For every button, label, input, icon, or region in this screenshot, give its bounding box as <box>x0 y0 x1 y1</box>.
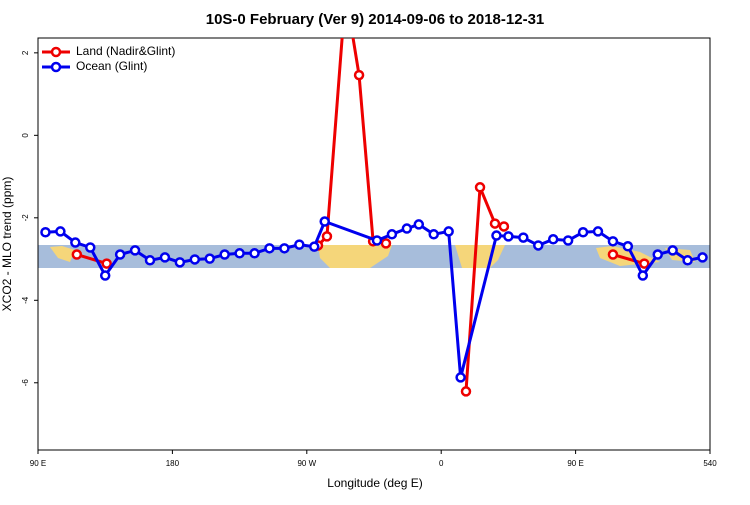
point <box>71 249 83 260</box>
point <box>174 257 186 268</box>
point <box>607 236 619 247</box>
point <box>249 248 260 259</box>
point <box>353 69 365 81</box>
point <box>533 240 544 251</box>
point <box>321 231 333 242</box>
x-tick-label: 90 W <box>297 459 316 468</box>
x-tick-label: 180 <box>166 459 180 468</box>
point <box>503 231 514 242</box>
y-tick-label: -6 <box>21 379 30 387</box>
series-line <box>76 38 645 392</box>
x-tick-label: 540 <box>703 459 717 468</box>
point <box>319 216 330 227</box>
legend-marker <box>50 46 62 58</box>
point <box>562 235 574 246</box>
point <box>547 234 559 245</box>
point <box>622 241 634 252</box>
legend-marker <box>50 61 62 73</box>
point <box>428 229 439 240</box>
point <box>652 249 663 260</box>
point <box>518 232 529 243</box>
point <box>279 243 290 254</box>
point <box>159 252 171 263</box>
x-axis-label: Longitude (deg E) <box>327 476 422 490</box>
point <box>129 245 141 256</box>
point <box>189 254 201 265</box>
legend-label: Ocean (Glint) <box>76 59 147 73</box>
point <box>40 226 51 238</box>
point <box>474 182 486 193</box>
point <box>697 252 708 263</box>
point <box>101 258 112 269</box>
point <box>85 242 96 253</box>
point <box>607 249 619 260</box>
y-tick-label: 0 <box>21 133 30 138</box>
point <box>682 255 693 266</box>
point <box>114 249 126 260</box>
y-tick-label: 2 <box>21 50 30 55</box>
point <box>371 235 383 246</box>
point <box>386 229 398 240</box>
point <box>639 258 650 269</box>
legend-label: Land (Nadir&Glint) <box>76 44 175 58</box>
point <box>455 372 466 383</box>
point <box>55 226 66 237</box>
point <box>219 249 230 260</box>
point <box>637 270 649 281</box>
point <box>667 245 678 256</box>
x-tick-label: 0 <box>439 459 444 468</box>
point <box>577 226 589 238</box>
point <box>491 230 502 241</box>
point <box>413 219 425 230</box>
plot-frame <box>37 37 711 451</box>
point <box>204 253 215 264</box>
point <box>264 243 275 254</box>
point <box>144 255 156 266</box>
y-tick-label: -2 <box>21 214 30 222</box>
y-axis-label: XCO2 - MLO trend (ppm) <box>0 177 14 312</box>
x-tick-label: 90 E <box>30 459 46 468</box>
point <box>498 221 510 232</box>
point <box>380 238 392 249</box>
point <box>294 239 305 250</box>
point <box>401 223 413 234</box>
point <box>489 218 501 229</box>
plot-area <box>40 38 708 397</box>
point <box>99 270 111 281</box>
point <box>460 386 472 397</box>
x-tick-label: 90 E <box>567 459 583 468</box>
point <box>234 248 245 259</box>
point <box>443 226 454 237</box>
point <box>70 237 81 248</box>
chart-title: 10S-0 February (Ver 9) 2014-09-06 to 201… <box>206 11 545 28</box>
point <box>309 241 320 252</box>
y-tick-label: -4 <box>21 296 30 304</box>
point <box>592 226 604 237</box>
